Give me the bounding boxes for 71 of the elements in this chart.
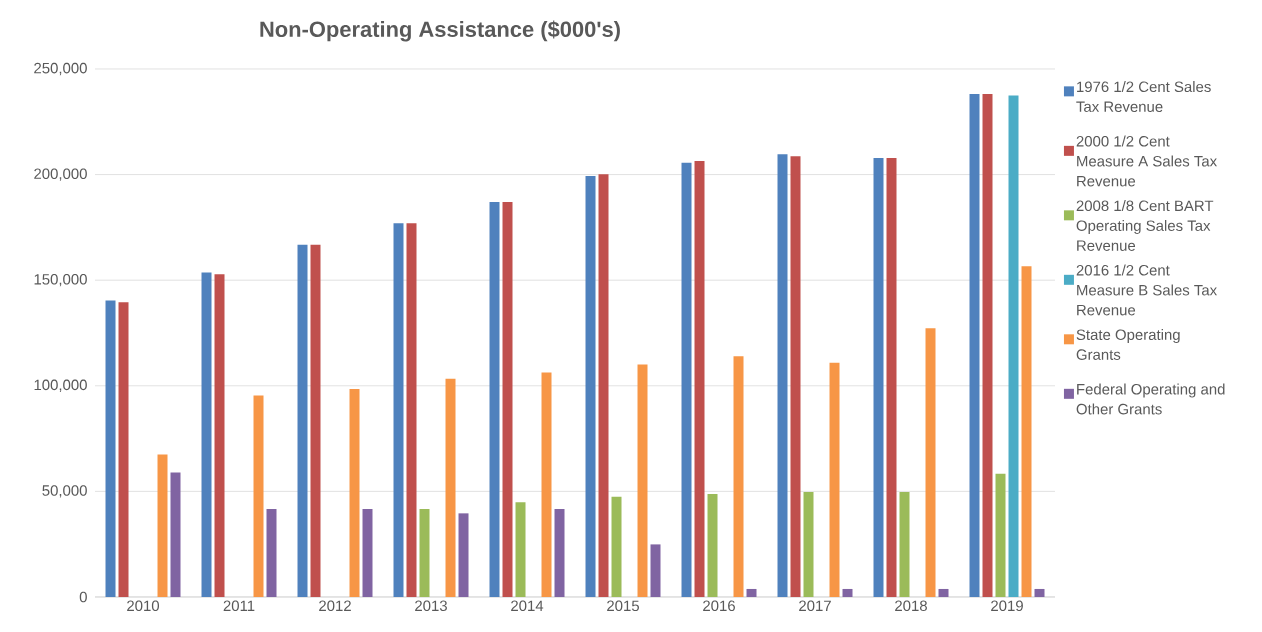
bar [938,588,949,597]
bar [803,492,814,597]
y-tick-label: 200,000 [34,168,87,181]
bar [842,588,853,597]
x-tick-label: 2017 [799,600,831,612]
bar [829,362,840,597]
bar [681,162,692,597]
x-tick-label: 2013 [415,600,447,612]
bar [349,388,360,597]
bar [982,94,993,597]
legend-label: 1976 1/2 Cent Sales Tax Revenue [1076,81,1211,112]
bar [515,502,526,597]
legend-label: 2008 1/8 Cent BART Operating Sales Tax Revenue [1076,200,1214,251]
bar [733,356,744,597]
bar [541,372,552,597]
y-tick-label: 100,000 [34,379,87,392]
legend-label: State Operating Grants [1076,329,1180,360]
x-tick-label: 2011 [223,600,255,612]
bar [598,174,609,597]
bar [995,473,1006,597]
bar [419,508,430,597]
bar [502,202,513,597]
bar [266,508,277,597]
chart-title: Non-Operating Assistance ($000's) [260,20,620,42]
bar [790,156,801,597]
y-tick-label: 150,000 [34,274,87,287]
x-tick-label: 2018 [895,600,927,612]
bar [157,454,168,597]
bar [637,364,648,597]
bar [585,176,596,597]
bar [297,244,308,597]
bar [746,588,757,597]
bar [445,378,456,597]
bar [201,272,212,597]
x-tick-label: 2014 [511,600,544,612]
bar [611,496,622,597]
bar [694,161,705,597]
bar [1021,266,1032,597]
y-tick-label: 0 [79,591,87,603]
bar [253,395,264,597]
bar [489,202,500,597]
legend-label: Federal Operating and Other Grants [1076,383,1225,415]
bar [393,223,404,597]
bar [925,328,936,597]
x-tick-label: 2015 [607,600,639,612]
legend-label: 2016 1/2 Cent Measure B Sales Tax Revenue [1076,264,1217,316]
bar [1008,95,1019,597]
bar [554,508,565,597]
y-tick-label: 50,000 [42,485,87,498]
bar [777,154,788,597]
bar [873,157,884,597]
bar [362,508,373,597]
bar [899,492,910,597]
x-tick-label: 2010 [127,600,160,612]
bar [310,244,321,597]
bar [170,472,181,597]
bar [1034,588,1045,597]
bar [650,544,661,597]
x-tick-label: 2012 [319,600,351,612]
x-tick-label: 2016 [703,600,735,612]
bar [458,513,469,597]
bar [214,274,225,597]
y-tick-label: 250,000 [34,62,87,76]
bar [707,493,718,597]
legend-label: 2000 1/2 Cent Measure A Sales Tax Revenue [1076,135,1217,187]
bar [105,300,116,597]
bar [118,302,129,597]
bar [969,94,980,597]
bar [886,157,897,597]
x-tick-label: 2019 [991,600,1023,612]
bar [406,223,417,597]
